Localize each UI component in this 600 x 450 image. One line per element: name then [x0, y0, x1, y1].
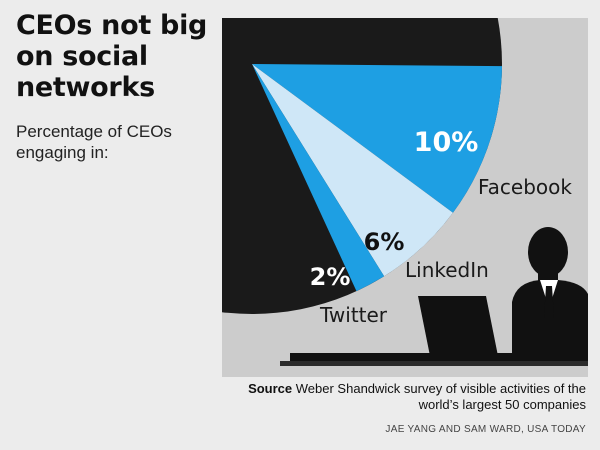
pie-slice-linkedin: [252, 64, 453, 277]
category-label-twitter: Twitter: [319, 303, 388, 327]
chart-panel: 10% 6% 2% Facebook LinkedIn Twitter: [222, 18, 588, 377]
credit-line: JAE YANG AND SAM WARD, USA TODAY: [385, 424, 586, 435]
desk: [290, 353, 588, 361]
shirt-and-tie: [540, 280, 558, 326]
source-note: Source Weber Shandwick survey of visible…: [206, 381, 586, 413]
source-label: Source: [248, 381, 293, 396]
pie-slice-twitter: [252, 64, 385, 292]
laptop-icon: [418, 296, 498, 356]
source-text: Weber Shandwick survey of visible activi…: [295, 381, 586, 412]
value-label-twitter: 2%: [310, 263, 351, 291]
category-label-linkedin: LinkedIn: [405, 258, 489, 282]
chart-subtitle: Percentage of CEOs engaging in:: [16, 122, 172, 162]
chart-title: CEOs not big on social networks: [16, 10, 208, 103]
desk-shadow: [280, 361, 588, 366]
pie-slice-facebook: [252, 64, 502, 213]
category-label-facebook: Facebook: [478, 175, 572, 199]
value-label-linkedin: 6%: [364, 228, 405, 256]
value-label-facebook: 10%: [414, 127, 479, 158]
